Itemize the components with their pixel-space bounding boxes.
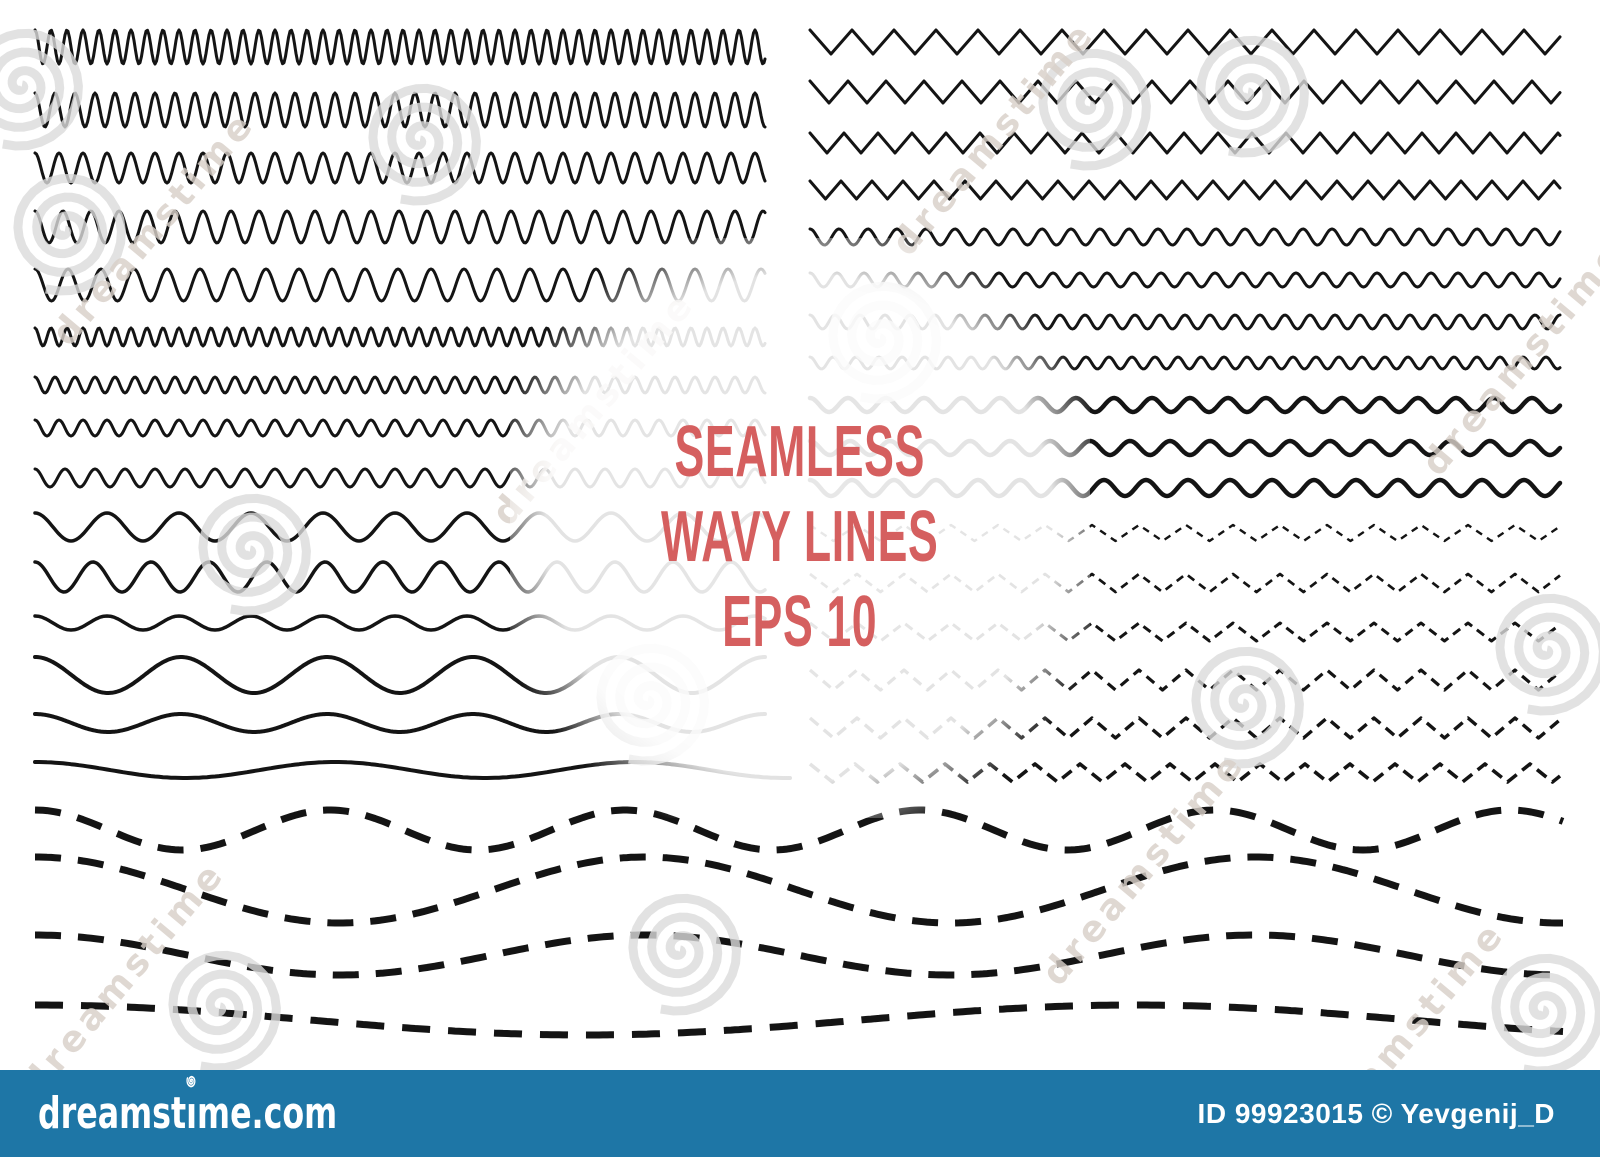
watermark-spiral-icon [13,173,126,296]
watermark-spiral-icon [0,28,83,151]
wavy-line [35,1001,1564,1039]
title-text: SEAMLESS WAVY LINES EPS 10 [661,410,938,665]
title-line-2: WAVY LINES [661,497,939,577]
title-line-3: EPS 10 [722,582,878,662]
image-credit: ID 99923015 © Yevgenij_D [1197,1097,1555,1129]
wavy-line [35,853,1563,927]
wavy-line [34,806,1565,854]
watermark-spiral-icon [368,83,481,206]
wavy-line [808,668,1562,692]
wavy-line [33,151,767,185]
title-line-1: SEAMLESS [674,412,926,492]
dreamstime-logo: dreamstı me.com [38,1075,338,1139]
wavy-line [809,523,1561,543]
wavy-line [808,28,1562,56]
logo-letter-i: ı [186,1075,197,1139]
watermark-bar: dreamstı me.com ID 99923015 © Yevgenij_D [0,1070,1600,1157]
watermark-spiral-icon [198,493,311,616]
logo-text-part: me.com [197,1088,338,1139]
wavy-line [33,28,767,66]
watermark-spiral-icon [628,893,741,1016]
logo-spiral-icon [186,1075,196,1088]
center-highlight-circle [510,238,1090,818]
watermark-spiral-icon [1491,953,1600,1076]
watermark-spiral-icon [168,950,281,1073]
watermark-spiral-icon [1038,48,1151,171]
watermark-spiral-icon [1191,646,1304,769]
wavy-line [33,209,767,245]
watermark-spiral-icon [1196,35,1309,158]
watermark-spiral-icon [1495,593,1600,716]
title-block: SEAMLESS WAVY LINES EPS 10 [0,410,1600,665]
wavy-line [808,179,1562,201]
wavy-line [808,131,1562,155]
logo-text-part: dreamst [38,1088,187,1139]
wavy-line [808,79,1562,105]
